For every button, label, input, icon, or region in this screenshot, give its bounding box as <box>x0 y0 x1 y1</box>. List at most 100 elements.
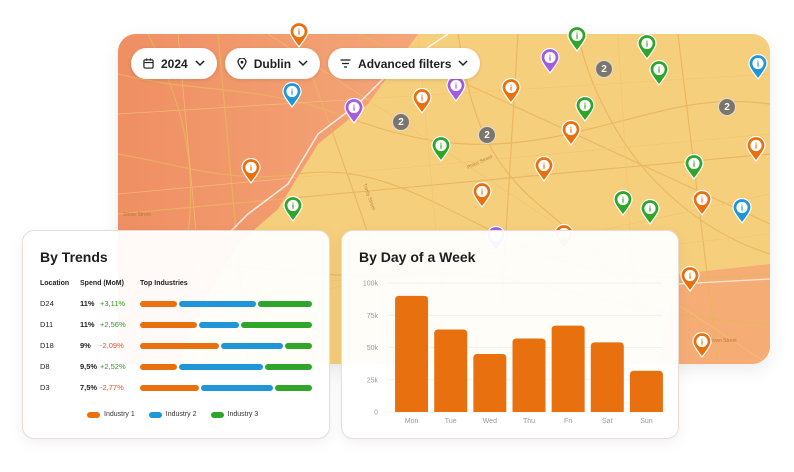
map-view[interactable]: Phibs Street Trinity Street Stone Street… <box>118 34 770 364</box>
advanced-filters-button[interactable]: Advanced filters <box>328 48 481 79</box>
pin-label: i <box>291 88 294 97</box>
year-selector[interactable]: 2024 <box>131 48 217 79</box>
pin-label: i <box>510 84 513 93</box>
bar-fri[interactable] <box>551 325 585 412</box>
spend-cell: 11% <box>80 320 95 329</box>
map-pin-marker[interactable]: i <box>540 48 560 74</box>
map-pin-marker[interactable]: i <box>501 78 521 104</box>
pin-icon: i <box>534 156 554 182</box>
spend-cell: 9,5% <box>80 362 98 371</box>
pin-label: i <box>584 102 587 111</box>
legend-swatch <box>210 411 224 418</box>
map-pin-marker[interactable]: i <box>746 136 766 162</box>
location-cell: D8 <box>40 362 50 371</box>
trend-row: D8 9,5% +2,52% <box>23 360 329 374</box>
bar-tue[interactable] <box>434 329 468 412</box>
pin-icon: i <box>289 22 309 48</box>
day-of-week-card: By Day of a Week 0 25k 50k 75k 100k Mon Tue Wed… <box>341 230 679 439</box>
map-pin-marker[interactable]: i <box>680 266 700 292</box>
x-tick-label: Fri <box>564 418 573 425</box>
cluster-marker[interactable]: 2 <box>478 126 496 144</box>
bar-mon[interactable] <box>395 295 429 412</box>
map-pin-marker[interactable]: i <box>684 154 704 180</box>
map-pin-marker[interactable]: i <box>649 60 669 86</box>
trend-row: D11 11% +2,56% <box>23 318 329 332</box>
map-pin-marker[interactable]: i <box>534 156 554 182</box>
map-pin-marker[interactable]: i <box>692 332 712 358</box>
advanced-filters-label: Advanced filters <box>358 56 452 71</box>
map-pin-marker[interactable]: i <box>241 158 261 184</box>
legend-item: Industry 2 <box>148 411 197 418</box>
pin-icon: i <box>241 158 261 184</box>
street-label: Palmerstown Street <box>693 338 737 344</box>
industry-3-segment <box>275 385 312 391</box>
map-pin-marker[interactable]: i <box>446 76 466 102</box>
spend-delta: +3,11% <box>100 299 126 308</box>
bar-sat[interactable] <box>590 342 624 412</box>
map-pin-marker[interactable]: i <box>748 54 768 80</box>
pin-icon: i <box>637 34 657 60</box>
pin-icon: i <box>748 54 768 80</box>
map-pin-marker[interactable]: i <box>561 120 581 146</box>
map-pin-marker[interactable]: i <box>289 22 309 48</box>
map-pin-marker[interactable]: i <box>431 136 451 162</box>
industry-1-segment <box>140 343 219 349</box>
location-cell: D11 <box>40 320 54 329</box>
industry-share-bar <box>140 322 312 328</box>
map-pin-marker[interactable]: i <box>692 190 712 216</box>
pin-label: i <box>250 164 253 173</box>
map-pin-marker[interactable]: i <box>472 182 492 208</box>
spend-delta: +2,52% <box>100 362 126 371</box>
map-pin-marker[interactable]: i <box>283 196 303 222</box>
x-tick-label: Thu <box>523 418 535 425</box>
map-pin-marker[interactable]: i <box>567 26 587 52</box>
bar-thu[interactable] <box>512 338 546 412</box>
pin-label: i <box>576 32 579 41</box>
chevron-down-icon <box>458 60 468 67</box>
chart-title: By Day of a Week <box>359 249 476 265</box>
trend-row: D18 9% -2,09% <box>23 339 329 353</box>
city-selector[interactable]: Dublin <box>224 48 321 79</box>
pin-icon: i <box>692 190 712 216</box>
pin-label: i <box>701 338 704 347</box>
location-header: Location <box>40 280 70 287</box>
pin-icon: i <box>412 88 432 114</box>
cluster-marker[interactable]: 2 <box>392 113 410 131</box>
trend-row: D24 11% +3,11% <box>23 297 329 311</box>
map-pin-marker[interactable]: i <box>412 88 432 114</box>
map-pin-marker[interactable]: i <box>282 82 302 108</box>
legend-item: Industry 3 <box>210 411 258 418</box>
cluster-marker[interactable]: 2 <box>595 60 613 78</box>
pin-label: i <box>646 40 649 49</box>
industry-3-segment <box>285 343 312 349</box>
map-background[interactable]: Phibs Street Trinity Street Stone Street… <box>118 34 770 364</box>
pin-icon: i <box>575 96 595 122</box>
pin-icon: i <box>732 198 752 224</box>
map-pin-marker[interactable]: i <box>613 190 633 216</box>
map-pin-marker[interactable]: i <box>732 198 752 224</box>
pin-icon: i <box>501 78 521 104</box>
pin-icon: i <box>746 136 766 162</box>
pin-label: i <box>622 196 625 205</box>
day-of-week-bar-chart: 0 25k 50k 75k 100k Mon Tue Wed Thu Fri Sat Sun <box>363 281 663 425</box>
industry-3-segment <box>258 301 312 307</box>
legend-swatch <box>148 411 162 418</box>
location-cell: D3 <box>40 383 50 392</box>
map-pin-marker[interactable]: i <box>637 34 657 60</box>
x-tick-label: Mon <box>405 418 419 425</box>
filter-icon <box>340 59 351 68</box>
bar-wed[interactable] <box>473 353 507 412</box>
map-pin-marker[interactable]: i <box>640 199 660 225</box>
y-tick-label: 50k <box>367 345 379 352</box>
map-pin-marker[interactable]: i <box>344 98 364 124</box>
pin-icon: i <box>446 76 466 102</box>
cluster-marker[interactable]: 2 <box>718 98 736 116</box>
trends-card: By Trends Location Spend (MoM) Top Indus… <box>22 230 330 439</box>
industry-3-segment <box>241 322 312 328</box>
pin-label: i <box>689 272 692 281</box>
map-pin-marker[interactable]: i <box>575 96 595 122</box>
location-cell: D24 <box>40 299 54 308</box>
pin-label: i <box>570 126 573 135</box>
bar-sun[interactable] <box>629 370 663 412</box>
pin-label: i <box>353 104 356 113</box>
